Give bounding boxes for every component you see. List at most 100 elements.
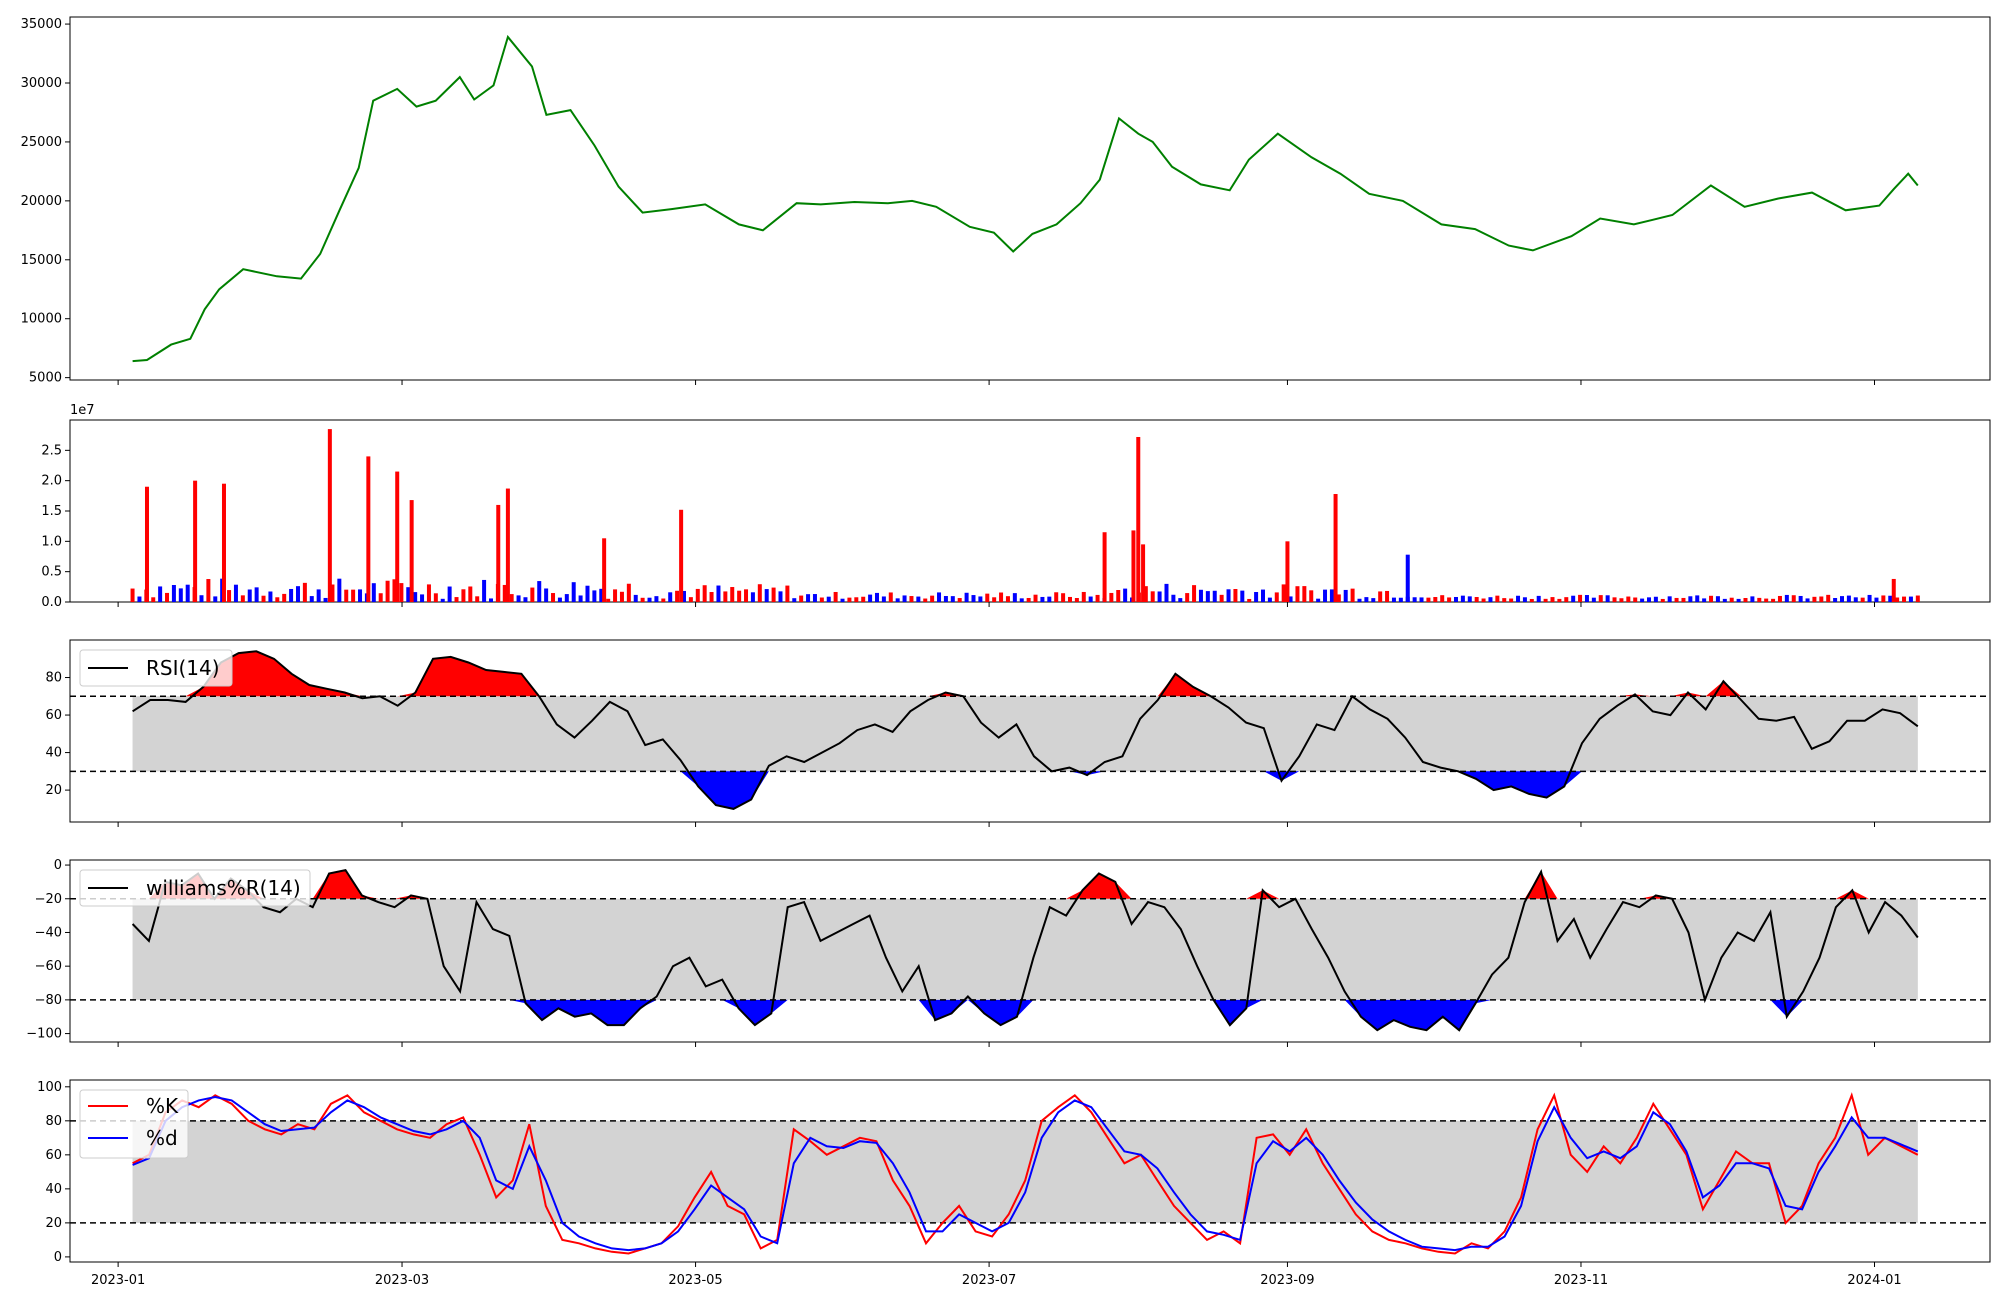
- volume-bar: [1812, 596, 1817, 602]
- volume-bar: [833, 591, 838, 602]
- volume-bar: [1674, 597, 1679, 602]
- volume-bar: [1653, 596, 1658, 602]
- volume-bar: [358, 589, 363, 602]
- volume-bar: [1633, 597, 1638, 602]
- volume-bar: [668, 592, 673, 602]
- volume-bar: [840, 598, 845, 602]
- williams-y-tick-label: −40: [35, 925, 62, 940]
- stochastic-y-tick-label: 100: [37, 1080, 62, 1095]
- volume-bar: [509, 594, 514, 602]
- volume-bar: [344, 589, 349, 602]
- volume-bar: [1784, 594, 1789, 602]
- volume-bar: [1157, 591, 1162, 602]
- volume-bar: [371, 583, 376, 602]
- price-panel: 5000 10000 15000 20000 25000 30000 35000: [21, 16, 1991, 386]
- volume-bar: [254, 587, 259, 602]
- volume-bar: [1212, 590, 1217, 602]
- volume-bar: [1074, 598, 1079, 602]
- stochastic-y-tick-label: 0: [54, 1250, 62, 1265]
- volume-bar: [1391, 597, 1396, 602]
- volume-bar: [861, 596, 866, 602]
- volume-bar: [1205, 591, 1210, 602]
- volume-bar: [847, 597, 852, 602]
- price-y-tick-label: 5000: [29, 371, 62, 386]
- volume-bar: [937, 592, 942, 602]
- rsi-band: [132, 696, 1918, 772]
- price-y-tick-label: 30000: [21, 76, 62, 91]
- volume-bar: [1460, 595, 1465, 602]
- volume-bar: [1329, 589, 1334, 602]
- d-line: [132, 1095, 1919, 1252]
- volume-bar: [1571, 595, 1576, 602]
- volume-bar: [888, 592, 893, 602]
- volume-bar: [366, 456, 371, 602]
- volume-bar: [826, 596, 831, 602]
- volume-bar: [1136, 436, 1141, 602]
- volume-bar: [1226, 589, 1231, 602]
- volume-y-tick-label: 2.0: [41, 474, 62, 489]
- volume-bar: [812, 594, 817, 602]
- volume-bar: [1488, 597, 1493, 602]
- volume-bar: [1316, 598, 1321, 602]
- volume-bar: [564, 594, 569, 602]
- volume-bar: [1826, 594, 1831, 602]
- x-tick-label: 2023-03: [375, 1273, 429, 1288]
- volume-bar: [193, 480, 198, 602]
- volume-bar: [957, 598, 962, 602]
- volume-bar: [1178, 598, 1183, 602]
- volume-bar: [1564, 597, 1569, 602]
- volume-bar: [971, 595, 976, 602]
- x-tick-label: 2024-01: [1847, 1273, 1901, 1288]
- williams-y-tick-label: −100: [26, 1027, 62, 1042]
- volume-bar: [1646, 597, 1651, 602]
- williams-overbought-fill: [132, 870, 1918, 899]
- volume-bar: [1447, 597, 1452, 602]
- volume-bar: [1109, 592, 1114, 602]
- volume-bar: [1412, 597, 1417, 602]
- volume-bar: [874, 592, 879, 602]
- volume-bar: [1743, 598, 1748, 602]
- volume-axes-frame: [69, 419, 1991, 603]
- volume-y-tick-label: 0.0: [41, 595, 62, 610]
- volume-bar: [1433, 597, 1438, 602]
- volume-bar: [392, 579, 397, 602]
- volume-bar: [999, 592, 1004, 602]
- stochastic-axes-frame: [69, 1079, 1991, 1263]
- volume-bar: [1005, 596, 1010, 602]
- price-line: [132, 34, 1919, 363]
- rsi-y-tick-label: 20: [45, 783, 62, 798]
- volume-bar: [764, 589, 769, 602]
- volume-bar: [151, 597, 156, 602]
- rsi-legend: RSI(14): [79, 649, 233, 687]
- volume-bar: [378, 593, 383, 602]
- volume-bar: [1247, 598, 1252, 602]
- volume-bar: [695, 588, 700, 602]
- volume-bar: [1254, 592, 1259, 602]
- volume-bar: [923, 598, 928, 602]
- volume-bar: [1474, 597, 1479, 602]
- volume-bar: [633, 594, 638, 602]
- volume-bar: [399, 583, 404, 602]
- price-y-tick-label: 25000: [21, 135, 62, 150]
- volume-bar: [1891, 578, 1896, 602]
- volume-bar: [144, 486, 149, 602]
- volume-bar: [1274, 592, 1279, 602]
- volume-bar: [688, 597, 693, 602]
- volume-bar: [1061, 593, 1066, 602]
- williams-band: [132, 898, 1918, 1000]
- x-tick-label: 2023-01: [91, 1273, 145, 1288]
- volume-bar: [750, 592, 755, 602]
- volume-bar: [482, 579, 487, 602]
- price-y-tick-label: 10000: [21, 312, 62, 327]
- volume-bar: [1192, 585, 1197, 602]
- volume-bar: [337, 578, 342, 602]
- volume-bar: [316, 589, 321, 602]
- volume-bars: [130, 429, 1920, 602]
- volume-bar: [488, 598, 493, 602]
- williams-line: [131, 868, 1919, 1032]
- volume-bar: [409, 500, 414, 602]
- volume-bar: [282, 593, 287, 602]
- volume-bar: [523, 597, 528, 602]
- volume-bar: [950, 596, 955, 602]
- volume-bar: [406, 587, 411, 602]
